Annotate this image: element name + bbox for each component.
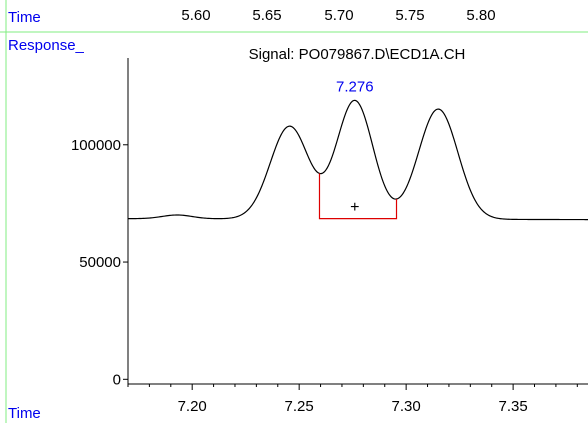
peak-label: 7.276 bbox=[336, 78, 374, 95]
top-time-label: Time bbox=[8, 9, 41, 26]
x-tick-label: 7.25 bbox=[285, 398, 314, 415]
series-line-signal bbox=[128, 99, 588, 221]
y-tick-label: 50000 bbox=[79, 254, 121, 271]
y-tick-label: 0 bbox=[113, 371, 121, 388]
top-time-tick: 5.65 bbox=[252, 7, 281, 24]
x-tick-label: 7.35 bbox=[499, 398, 528, 415]
top-time-tick: 5.80 bbox=[466, 7, 495, 24]
top-time-tick: 5.60 bbox=[181, 7, 210, 24]
y-tick-label: 100000 bbox=[71, 137, 121, 154]
chart-title: Signal: PO079867.D\ECD1A.CH bbox=[249, 46, 466, 63]
integration-baseline bbox=[318, 173, 398, 220]
x-tick-label: 7.20 bbox=[178, 398, 207, 415]
peak-marker: + bbox=[350, 199, 359, 216]
top-time-strip: Time 5.60 5.65 5.70 5.75 5.80 bbox=[8, 7, 496, 26]
y-axis-label: Response_ bbox=[8, 37, 85, 54]
top-time-tick: 5.70 bbox=[324, 7, 353, 24]
x-ticks: 7.20 7.25 7.30 7.35 bbox=[127, 384, 578, 415]
top-time-tick: 5.75 bbox=[395, 7, 424, 24]
x-axis-label: Time bbox=[8, 405, 41, 422]
x-tick-label: 7.30 bbox=[392, 398, 421, 415]
y-ticks: 0 50000 100000 bbox=[71, 137, 128, 388]
